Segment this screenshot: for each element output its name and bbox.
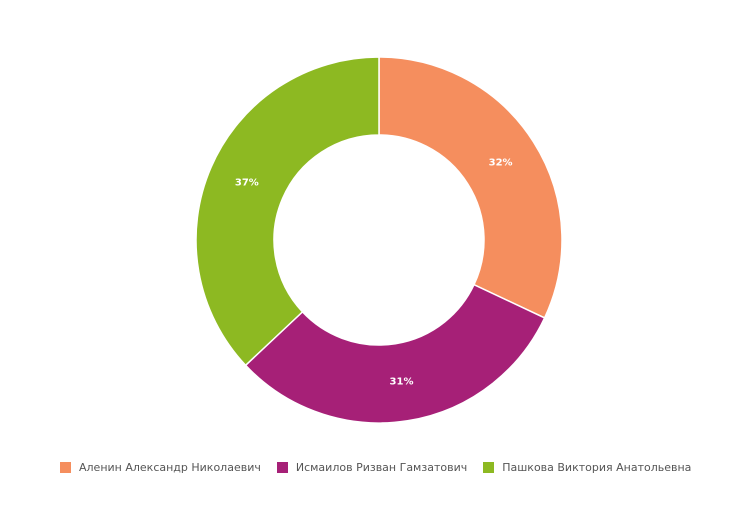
slice-label-1: 32% — [489, 157, 513, 168]
legend-label-3: Пашкова Виктория Анатольевна — [502, 460, 692, 474]
legend-swatch-2 — [276, 461, 288, 473]
slice-1[interactable] — [378, 56, 563, 319]
slice-label-2: 31% — [390, 377, 414, 388]
slice-label-3: 37% — [235, 177, 259, 188]
slice-3[interactable] — [195, 56, 380, 367]
slice-labels-layer: 32% 31% 37% — [235, 157, 513, 387]
legend-swatch-1 — [60, 461, 71, 473]
legend-swatch-3 — [483, 461, 495, 473]
legend-item-1[interactable]: Аленин Александр Николаевич — [60, 461, 261, 474]
legend-item-2[interactable]: Исмаилов Ризван Гамзатович — [276, 460, 468, 474]
legend-label-1: Аленин Александр Николаевич — [79, 460, 261, 474]
chart-legend: Аленин Александр Николаевич Исмаилов Ризв… — [60, 458, 720, 476]
slices-layer — [195, 56, 563, 424]
legend-label-2: Исмаилов Ризван Гамзатович — [295, 460, 468, 474]
legend-item-3[interactable]: Пашкова Виктория Анатольевна — [483, 461, 691, 474]
slice-2[interactable] — [244, 283, 546, 424]
